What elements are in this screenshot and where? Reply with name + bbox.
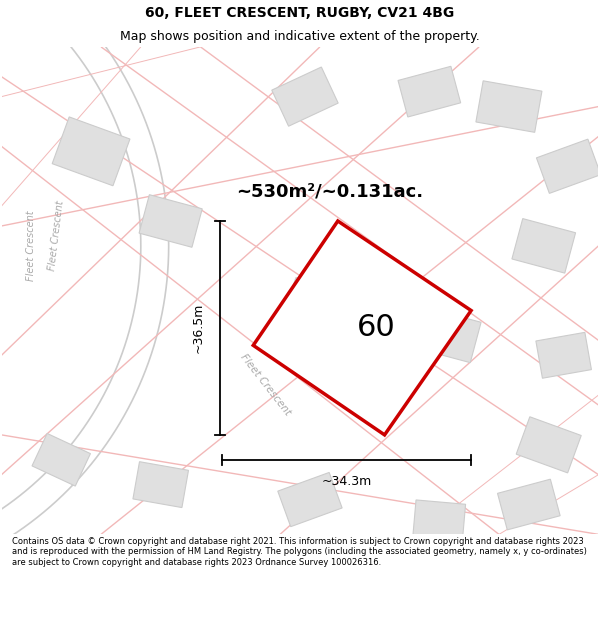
Polygon shape [398, 66, 461, 117]
Text: ~36.5m: ~36.5m [192, 302, 205, 353]
Polygon shape [278, 472, 342, 527]
Text: Contains OS data © Crown copyright and database right 2021. This information is : Contains OS data © Crown copyright and d… [12, 537, 587, 567]
Polygon shape [476, 81, 542, 132]
Polygon shape [283, 278, 347, 334]
Text: 60: 60 [357, 313, 396, 342]
Polygon shape [512, 219, 575, 273]
Text: Fleet Crescent: Fleet Crescent [238, 352, 292, 418]
Text: ~530m²/~0.131ac.: ~530m²/~0.131ac. [236, 182, 424, 200]
Polygon shape [133, 462, 188, 508]
Polygon shape [536, 139, 600, 193]
Text: Fleet Crescent: Fleet Crescent [26, 211, 37, 281]
Polygon shape [497, 479, 560, 530]
Polygon shape [516, 417, 581, 473]
Text: 60, FLEET CRESCENT, RUGBY, CV21 4BG: 60, FLEET CRESCENT, RUGBY, CV21 4BG [145, 6, 455, 20]
Polygon shape [32, 433, 91, 486]
Polygon shape [253, 221, 471, 435]
Polygon shape [52, 117, 130, 186]
Polygon shape [536, 332, 592, 378]
Polygon shape [341, 366, 398, 415]
Text: Fleet Crescent: Fleet Crescent [47, 200, 65, 272]
Text: ~34.3m: ~34.3m [322, 475, 372, 488]
Text: Map shows position and indicative extent of the property.: Map shows position and indicative extent… [120, 30, 480, 43]
Polygon shape [418, 308, 481, 362]
Polygon shape [139, 194, 202, 248]
Polygon shape [272, 67, 338, 126]
Polygon shape [413, 500, 466, 539]
